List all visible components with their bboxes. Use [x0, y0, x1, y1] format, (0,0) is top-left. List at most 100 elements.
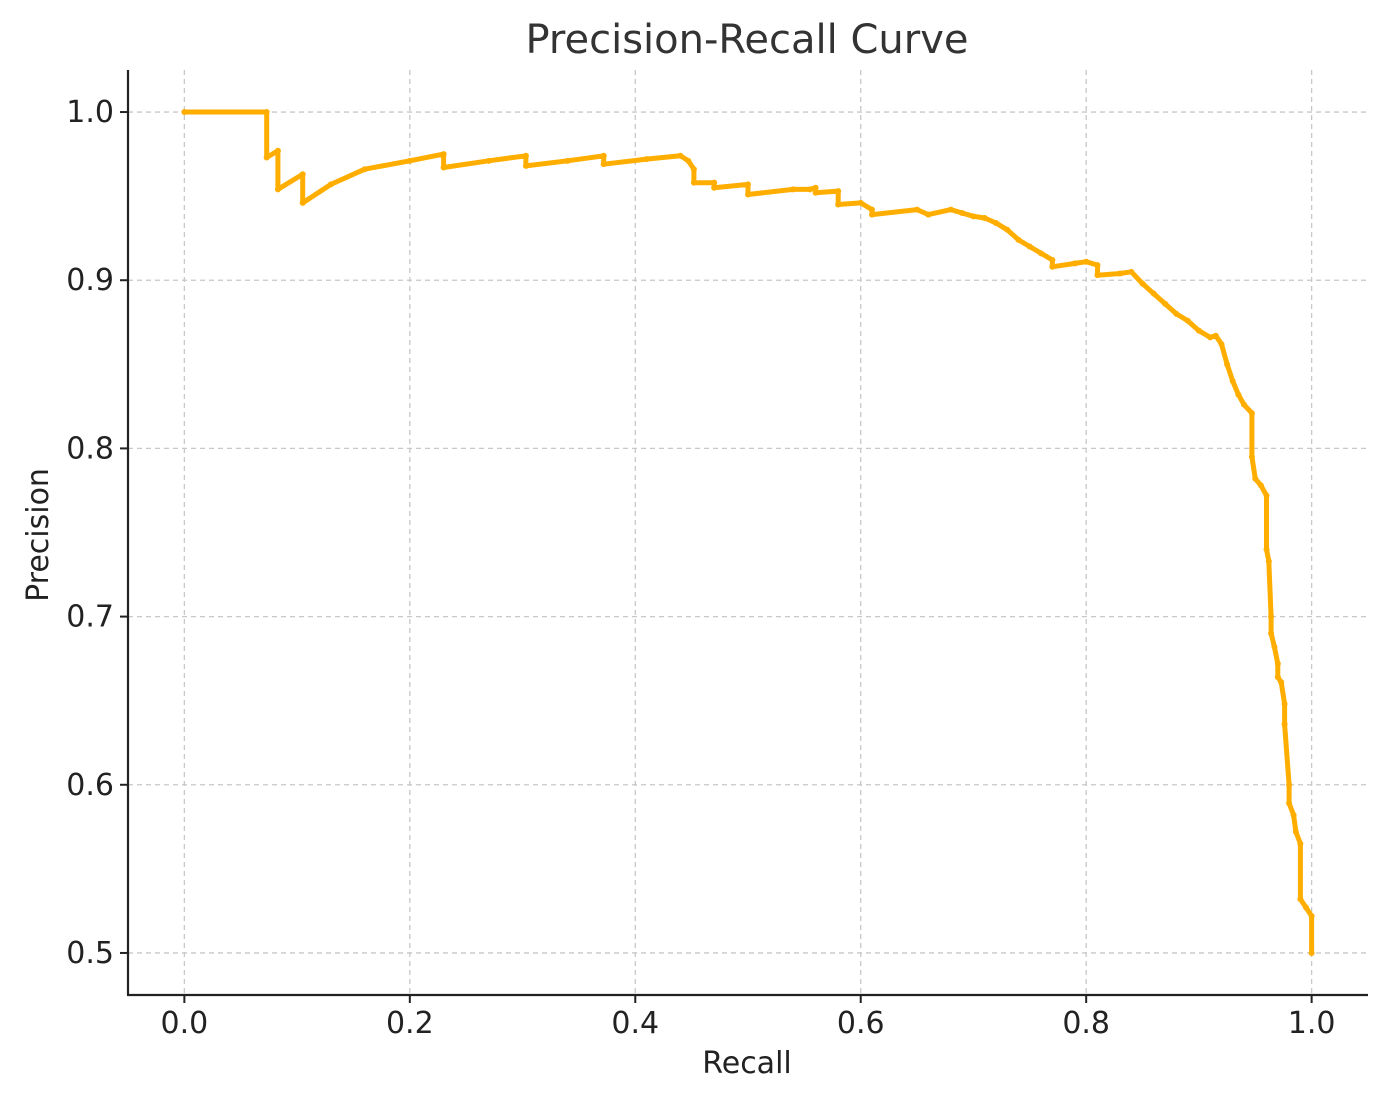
- data-point: [274, 147, 281, 154]
- data-point: [299, 199, 306, 206]
- data-point: [485, 157, 492, 164]
- data-point: [685, 157, 692, 164]
- data-point: [1268, 613, 1275, 620]
- x-tick-label: 0.0: [161, 1006, 209, 1041]
- data-point: [745, 191, 751, 198]
- data-point: [1241, 401, 1247, 408]
- data-point: [677, 152, 684, 159]
- data-point: [1248, 453, 1255, 460]
- data-point: [835, 201, 842, 208]
- data-point: [1071, 260, 1078, 267]
- y-tick-label: 0.6: [66, 768, 114, 803]
- data-point: [361, 166, 368, 173]
- data-point: [835, 188, 842, 195]
- data-point: [1195, 327, 1202, 334]
- data-point: [1128, 268, 1135, 275]
- data-point: [1297, 840, 1304, 847]
- y-tick-label: 1.0: [66, 95, 114, 130]
- chart-title: Precision-Recall Curve: [526, 17, 969, 63]
- data-point: [1308, 912, 1315, 919]
- data-point: [1038, 250, 1045, 257]
- data-point: [869, 206, 875, 213]
- data-point: [1026, 243, 1033, 250]
- data-point: [522, 152, 529, 159]
- data-point: [1049, 263, 1056, 270]
- data-point: [327, 181, 334, 188]
- data-point: [1235, 391, 1242, 398]
- data-point: [981, 215, 988, 221]
- data-point: [274, 186, 281, 193]
- data-point: [440, 164, 447, 171]
- data-point: [1265, 558, 1272, 565]
- data-point: [1184, 317, 1191, 324]
- data-point: [1252, 475, 1259, 482]
- x-tick-label: 1.0: [1288, 1006, 1336, 1041]
- x-tick-label: 0.6: [837, 1006, 885, 1041]
- data-point: [690, 166, 697, 173]
- data-point: [1274, 674, 1281, 681]
- x-tick-label: 0.2: [386, 1006, 434, 1041]
- grid: [128, 70, 1368, 995]
- data-point: [914, 206, 921, 213]
- data-point: [790, 186, 797, 193]
- data-point: [600, 152, 607, 159]
- data-point: [1117, 270, 1123, 277]
- data-point: [869, 211, 875, 218]
- data-point: [1015, 236, 1022, 243]
- data-point: [1292, 828, 1299, 835]
- data-point: [1268, 630, 1275, 637]
- data-point: [181, 109, 188, 116]
- data-point: [1257, 482, 1264, 489]
- data-point: [959, 209, 966, 216]
- y-tick-label: 0.7: [66, 600, 114, 635]
- data-point: [690, 179, 697, 186]
- data-point: [1049, 257, 1056, 264]
- data-point: [1150, 290, 1157, 297]
- data-point: [1004, 226, 1011, 233]
- data-point: [522, 162, 529, 169]
- data-point: [1162, 300, 1169, 307]
- x-axis-label: Recall: [702, 1046, 792, 1081]
- axes: [126, 70, 1368, 997]
- data-point: [299, 171, 306, 178]
- x-tick-label: 0.4: [611, 1006, 659, 1041]
- data-point: [711, 184, 718, 191]
- data-point: [1281, 701, 1288, 708]
- data-point: [1094, 262, 1101, 269]
- data-point: [263, 154, 270, 161]
- data-point: [643, 156, 650, 163]
- data-point: [1290, 812, 1297, 819]
- data-point: [1173, 310, 1180, 317]
- ticks: 0.0 0.2 0.4 0.6 0.8 1.0 0.5 0.6 0.7 0.8 0.9 1.0: [66, 95, 1335, 1041]
- data-point: [1139, 280, 1146, 287]
- x-tick-label: 0.8: [1062, 1006, 1110, 1041]
- precision-recall-line: [181, 109, 1315, 956]
- data-point: [1263, 546, 1270, 553]
- data-point: [1212, 332, 1219, 339]
- data-point: [993, 220, 999, 227]
- data-point: [711, 179, 718, 186]
- data-point: [947, 206, 954, 213]
- y-tick-label: 0.8: [66, 431, 114, 466]
- data-point: [1229, 378, 1236, 385]
- data-point: [1218, 341, 1225, 348]
- data-point: [1207, 334, 1214, 341]
- y-tick-label: 0.5: [66, 936, 114, 971]
- data-point: [1248, 410, 1255, 417]
- data-point: [1297, 896, 1304, 903]
- data-point: [440, 151, 447, 158]
- data-point: [1224, 361, 1231, 368]
- data-point: [406, 157, 413, 164]
- data-point: [263, 109, 270, 116]
- data-point: [857, 199, 864, 206]
- data-point: [970, 213, 977, 220]
- data-point: [807, 186, 813, 193]
- data-point: [1271, 643, 1278, 650]
- data-point: [1286, 781, 1293, 788]
- data-point: [1281, 721, 1288, 728]
- data-point: [925, 211, 932, 218]
- data-point: [1286, 800, 1293, 807]
- data-point: [745, 181, 751, 188]
